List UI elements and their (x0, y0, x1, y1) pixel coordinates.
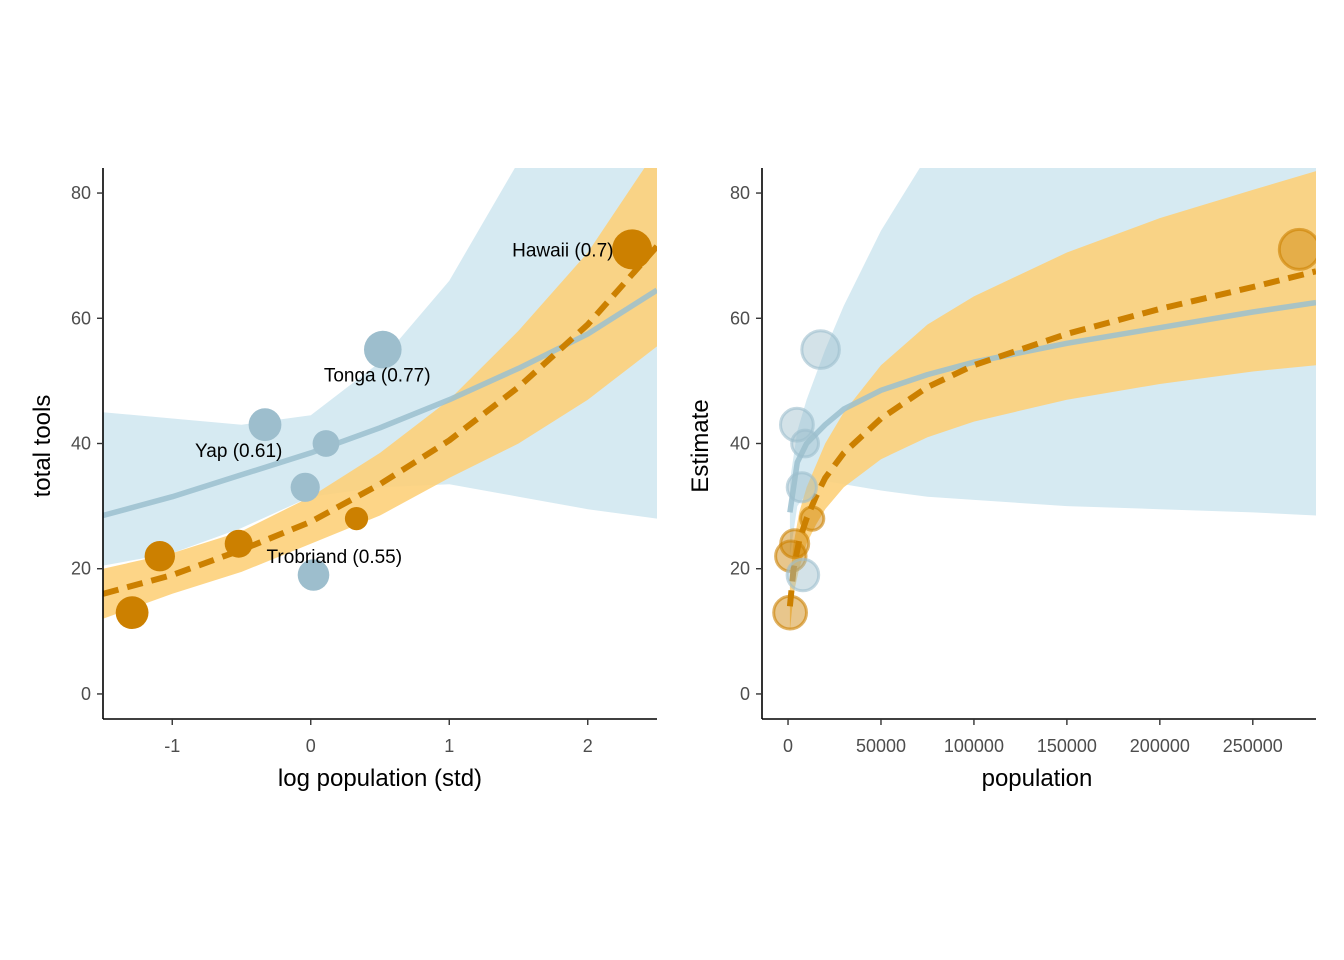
y-tick-label: 80 (71, 183, 91, 203)
y-tick-label: 80 (730, 183, 750, 203)
high-contact-point-5 (297, 559, 330, 591)
low-contact-mean-line (103, 244, 657, 597)
high-contact-point-4 (785, 471, 818, 504)
high-contact-point-5 (785, 557, 821, 593)
low-contact-point-2 (779, 528, 811, 560)
x-tick-label: 100000 (944, 736, 1004, 756)
y-tick-label: 20 (730, 559, 750, 579)
x-tick-label: -1 (164, 736, 180, 756)
high-contact-point-4 (290, 472, 320, 502)
x-tick-label: 50000 (856, 736, 906, 756)
low-contact-band (789, 171, 1316, 632)
low-contact-mean-line (786, 268, 1316, 607)
x-tick-label: 0 (783, 736, 793, 756)
low-contact-point-0 (115, 596, 149, 629)
high-contact-point-3 (248, 408, 282, 442)
low-contact-point-7 (799, 505, 826, 532)
annotation-label: Trobriand (0.55) (267, 547, 403, 568)
low-contact-point-7 (344, 506, 369, 531)
right-plot-area (772, 168, 1316, 632)
y-tick-label: 40 (71, 434, 91, 454)
low-contact-point-1 (144, 541, 175, 572)
right-ticks: 0 50000 100000 150000 200000 250000 0 20 40 60 80 (730, 183, 1283, 756)
low-contact-point-2 (224, 529, 253, 558)
high-contact-mean-line (787, 299, 1316, 513)
low-contact-point-0 (772, 594, 808, 631)
annotation-label: Hawaii (0.7) (512, 240, 613, 261)
left-annotations: Hawaii (0.7) Tonga (0.77) Yap (0.61) Trobri… (195, 240, 613, 568)
left-y-axis-title: total tools (29, 395, 56, 498)
high-contact-point-8 (800, 329, 841, 370)
left-plot-area (103, 168, 657, 629)
right-panel: 0 50000 100000 150000 200000 250000020406080 … (687, 168, 1316, 792)
x-tick-label: 0 (306, 736, 316, 756)
y-tick-label: 60 (730, 308, 750, 328)
x-tick-label: 2 (583, 736, 593, 756)
y-tick-label: 0 (740, 684, 750, 704)
low-contact-point-9 (612, 229, 653, 270)
low-contact-point-9 (1277, 227, 1316, 271)
annotation-label: Tonga (0.77) (324, 366, 431, 387)
x-tick-label: 150000 (1037, 736, 1097, 756)
low-contact-band (103, 168, 657, 619)
high-contact-point-3 (779, 406, 815, 443)
y-tick-label: 20 (71, 559, 91, 579)
y-tick-label: 0 (81, 684, 91, 704)
x-tick-label: 1 (444, 736, 454, 756)
annotation-label: Yap (0.61) (195, 441, 282, 462)
left-x-axis-title: log population (std) (278, 765, 482, 792)
x-tick-label: 250000 (1223, 736, 1283, 756)
high-contact-point-6 (312, 430, 340, 457)
high-contact-point-6 (790, 428, 820, 459)
x-tick-label: 200000 (1130, 736, 1190, 756)
y-tick-label: 60 (71, 308, 91, 328)
right-x-axis-title: population (982, 765, 1093, 792)
y-tick-label: 40 (730, 434, 750, 454)
right-y-axis-title: Estimate (687, 399, 714, 492)
high-contact-point-8 (364, 330, 402, 369)
